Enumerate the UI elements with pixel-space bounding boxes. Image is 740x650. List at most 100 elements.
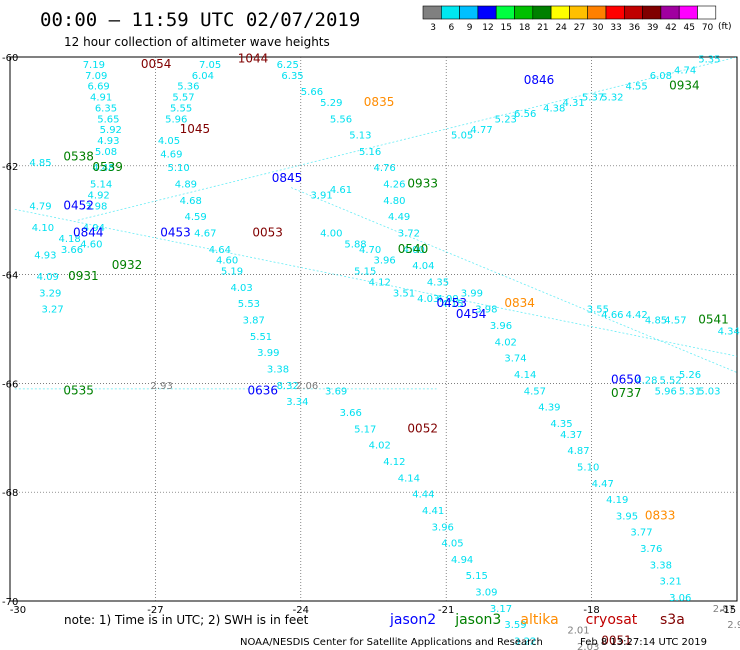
- swh-value-point: 3.38: [650, 560, 672, 571]
- y-tick-label: -66: [2, 379, 18, 390]
- legend-bin-label: 27: [574, 23, 585, 33]
- swh-value-point: 5.36: [177, 82, 199, 93]
- swh-value-point: 3.59: [504, 620, 526, 631]
- swh-value-point: 4.05: [441, 539, 463, 550]
- swh-value-point: 4.66: [601, 310, 623, 321]
- swh-value-point: 8.32: [277, 381, 299, 392]
- swh-value-point: 6.08: [650, 71, 672, 82]
- swh-value-point: 3.96: [432, 522, 454, 533]
- swh-value-point: 6.69: [88, 82, 110, 93]
- swh-value-point: 3.96: [490, 321, 512, 332]
- chart-subtitle: 12 hour collection of altimeter wave hei…: [64, 35, 330, 49]
- swh-value-point: 2.99: [727, 620, 740, 631]
- pass-time-label: 0931: [68, 269, 99, 283]
- swh-value-point: 5.96: [655, 386, 677, 397]
- satellite-legend-item: cryosat: [586, 612, 638, 628]
- swh-value-point: 5.31: [679, 386, 701, 397]
- swh-value-point: 3.21: [659, 577, 681, 588]
- color-scale-legend: 3 6 9 12 15 18 21 24 27 30 33 36 39 42 45 70: [422, 5, 717, 33]
- swh-value-point: 3.99: [257, 348, 279, 359]
- swh-value-point: 7.05: [199, 60, 221, 71]
- swh-value-point: 4.85: [645, 316, 667, 327]
- x-tick-label: -27: [147, 605, 163, 616]
- swh-value-point: 4.14: [514, 370, 536, 381]
- swh-value-point: 4.68: [180, 196, 202, 207]
- swh-value-point: 5.55: [170, 103, 192, 114]
- swh-value-point: 4.19: [606, 495, 628, 506]
- swh-value-point: 3.51: [393, 288, 415, 299]
- swh-value-point: 4.55: [626, 82, 648, 93]
- swh-value-point: 3.98: [85, 201, 107, 212]
- swh-value-point: 4.12: [369, 277, 391, 288]
- swh-value-point: 5.26: [679, 370, 701, 381]
- pass-time-label: 0833: [645, 508, 676, 522]
- pass-time-label: 0933: [407, 177, 438, 191]
- swh-value-point: 4.00: [403, 245, 425, 256]
- swh-value-point: 5.88: [344, 239, 366, 250]
- swh-value-point: 3.06: [669, 593, 691, 604]
- legend-swatch: [678, 5, 698, 20]
- pass-time-label: 1045: [180, 122, 211, 136]
- track-line: [290, 187, 738, 373]
- swh-value-point: 4.77: [470, 125, 492, 136]
- swh-value-point: 4.26: [383, 180, 405, 191]
- swh-value-point: 3.29: [39, 288, 61, 299]
- satellite-legend-item: altika: [520, 612, 558, 628]
- legend-swatch: [514, 5, 534, 20]
- swh-value-point: 4.10: [32, 223, 54, 234]
- legend-swatch: [660, 5, 680, 20]
- pass-time-label: 0053: [252, 226, 283, 240]
- swh-value-point: 4.74: [674, 65, 696, 76]
- legend-swatch: [459, 5, 479, 20]
- swh-value-point: 5.29: [320, 98, 342, 109]
- pass-time-label: 0835: [364, 95, 395, 109]
- legend-bin-label: 15: [501, 23, 512, 33]
- swh-value-point: 4.04: [412, 261, 434, 272]
- swh-value-point: 7.19: [83, 60, 105, 71]
- pass-time-label: 0452: [63, 198, 94, 212]
- pass-time-label: 0051: [601, 634, 632, 648]
- swh-value-point: 4.35: [427, 277, 449, 288]
- swh-value-point: 4.28: [635, 375, 657, 386]
- legend-bin-label: 33: [610, 23, 621, 33]
- swh-value-point: 3.66: [61, 245, 83, 256]
- swh-value-point: 4.09: [437, 294, 459, 305]
- legend-bin-label: 3: [430, 23, 436, 33]
- pass-time-label: 0846: [524, 73, 555, 87]
- swh-value-point: 3.17: [490, 604, 512, 615]
- swh-value-point: 3.27: [42, 305, 64, 316]
- swh-value-point: 5.19: [221, 267, 243, 278]
- swh-value-point: 5.35: [698, 54, 720, 65]
- y-tick-label: -60: [2, 53, 18, 64]
- swh-value-point: 5.52: [659, 375, 681, 386]
- swh-value-point: 3.76: [640, 544, 662, 555]
- swh-value-point: 5.10: [577, 462, 599, 473]
- swh-value-point: 4.18: [58, 234, 80, 245]
- legend-swatch: [642, 5, 662, 20]
- pass-time-label: 0934: [669, 79, 700, 93]
- pass-time-label: 0834: [504, 296, 535, 310]
- swh-value-point: 4.93: [97, 136, 119, 147]
- pass-time-label: 0541: [698, 313, 729, 327]
- pass-time-label: 0844: [73, 226, 104, 240]
- legend-swatch: [697, 5, 717, 20]
- legend-bin-label: 42: [665, 23, 676, 33]
- footer-generated: Feb 8 13:27:14 UTC 2019: [580, 637, 707, 648]
- pass-time-label: 0932: [112, 258, 143, 272]
- swh-value-point: 5.92: [100, 125, 122, 136]
- pass-time-label: 0539: [92, 160, 123, 174]
- swh-value-point: 4.57: [664, 316, 686, 327]
- x-tick-label: -21: [438, 605, 454, 616]
- swh-value-point: 4.34: [718, 326, 740, 337]
- swh-value-point: 3.22: [514, 637, 536, 648]
- legend-swatch: [422, 5, 442, 20]
- legend-swatch: [569, 5, 589, 20]
- swh-value-point: 4.87: [567, 446, 589, 457]
- swh-value-point: 3.55: [587, 305, 609, 316]
- swh-value-point: 5.05: [451, 131, 473, 142]
- swh-value-point: 5.32: [601, 93, 623, 104]
- swh-value-point: 5.51: [250, 332, 272, 343]
- swh-value-point: 4.93: [34, 250, 56, 261]
